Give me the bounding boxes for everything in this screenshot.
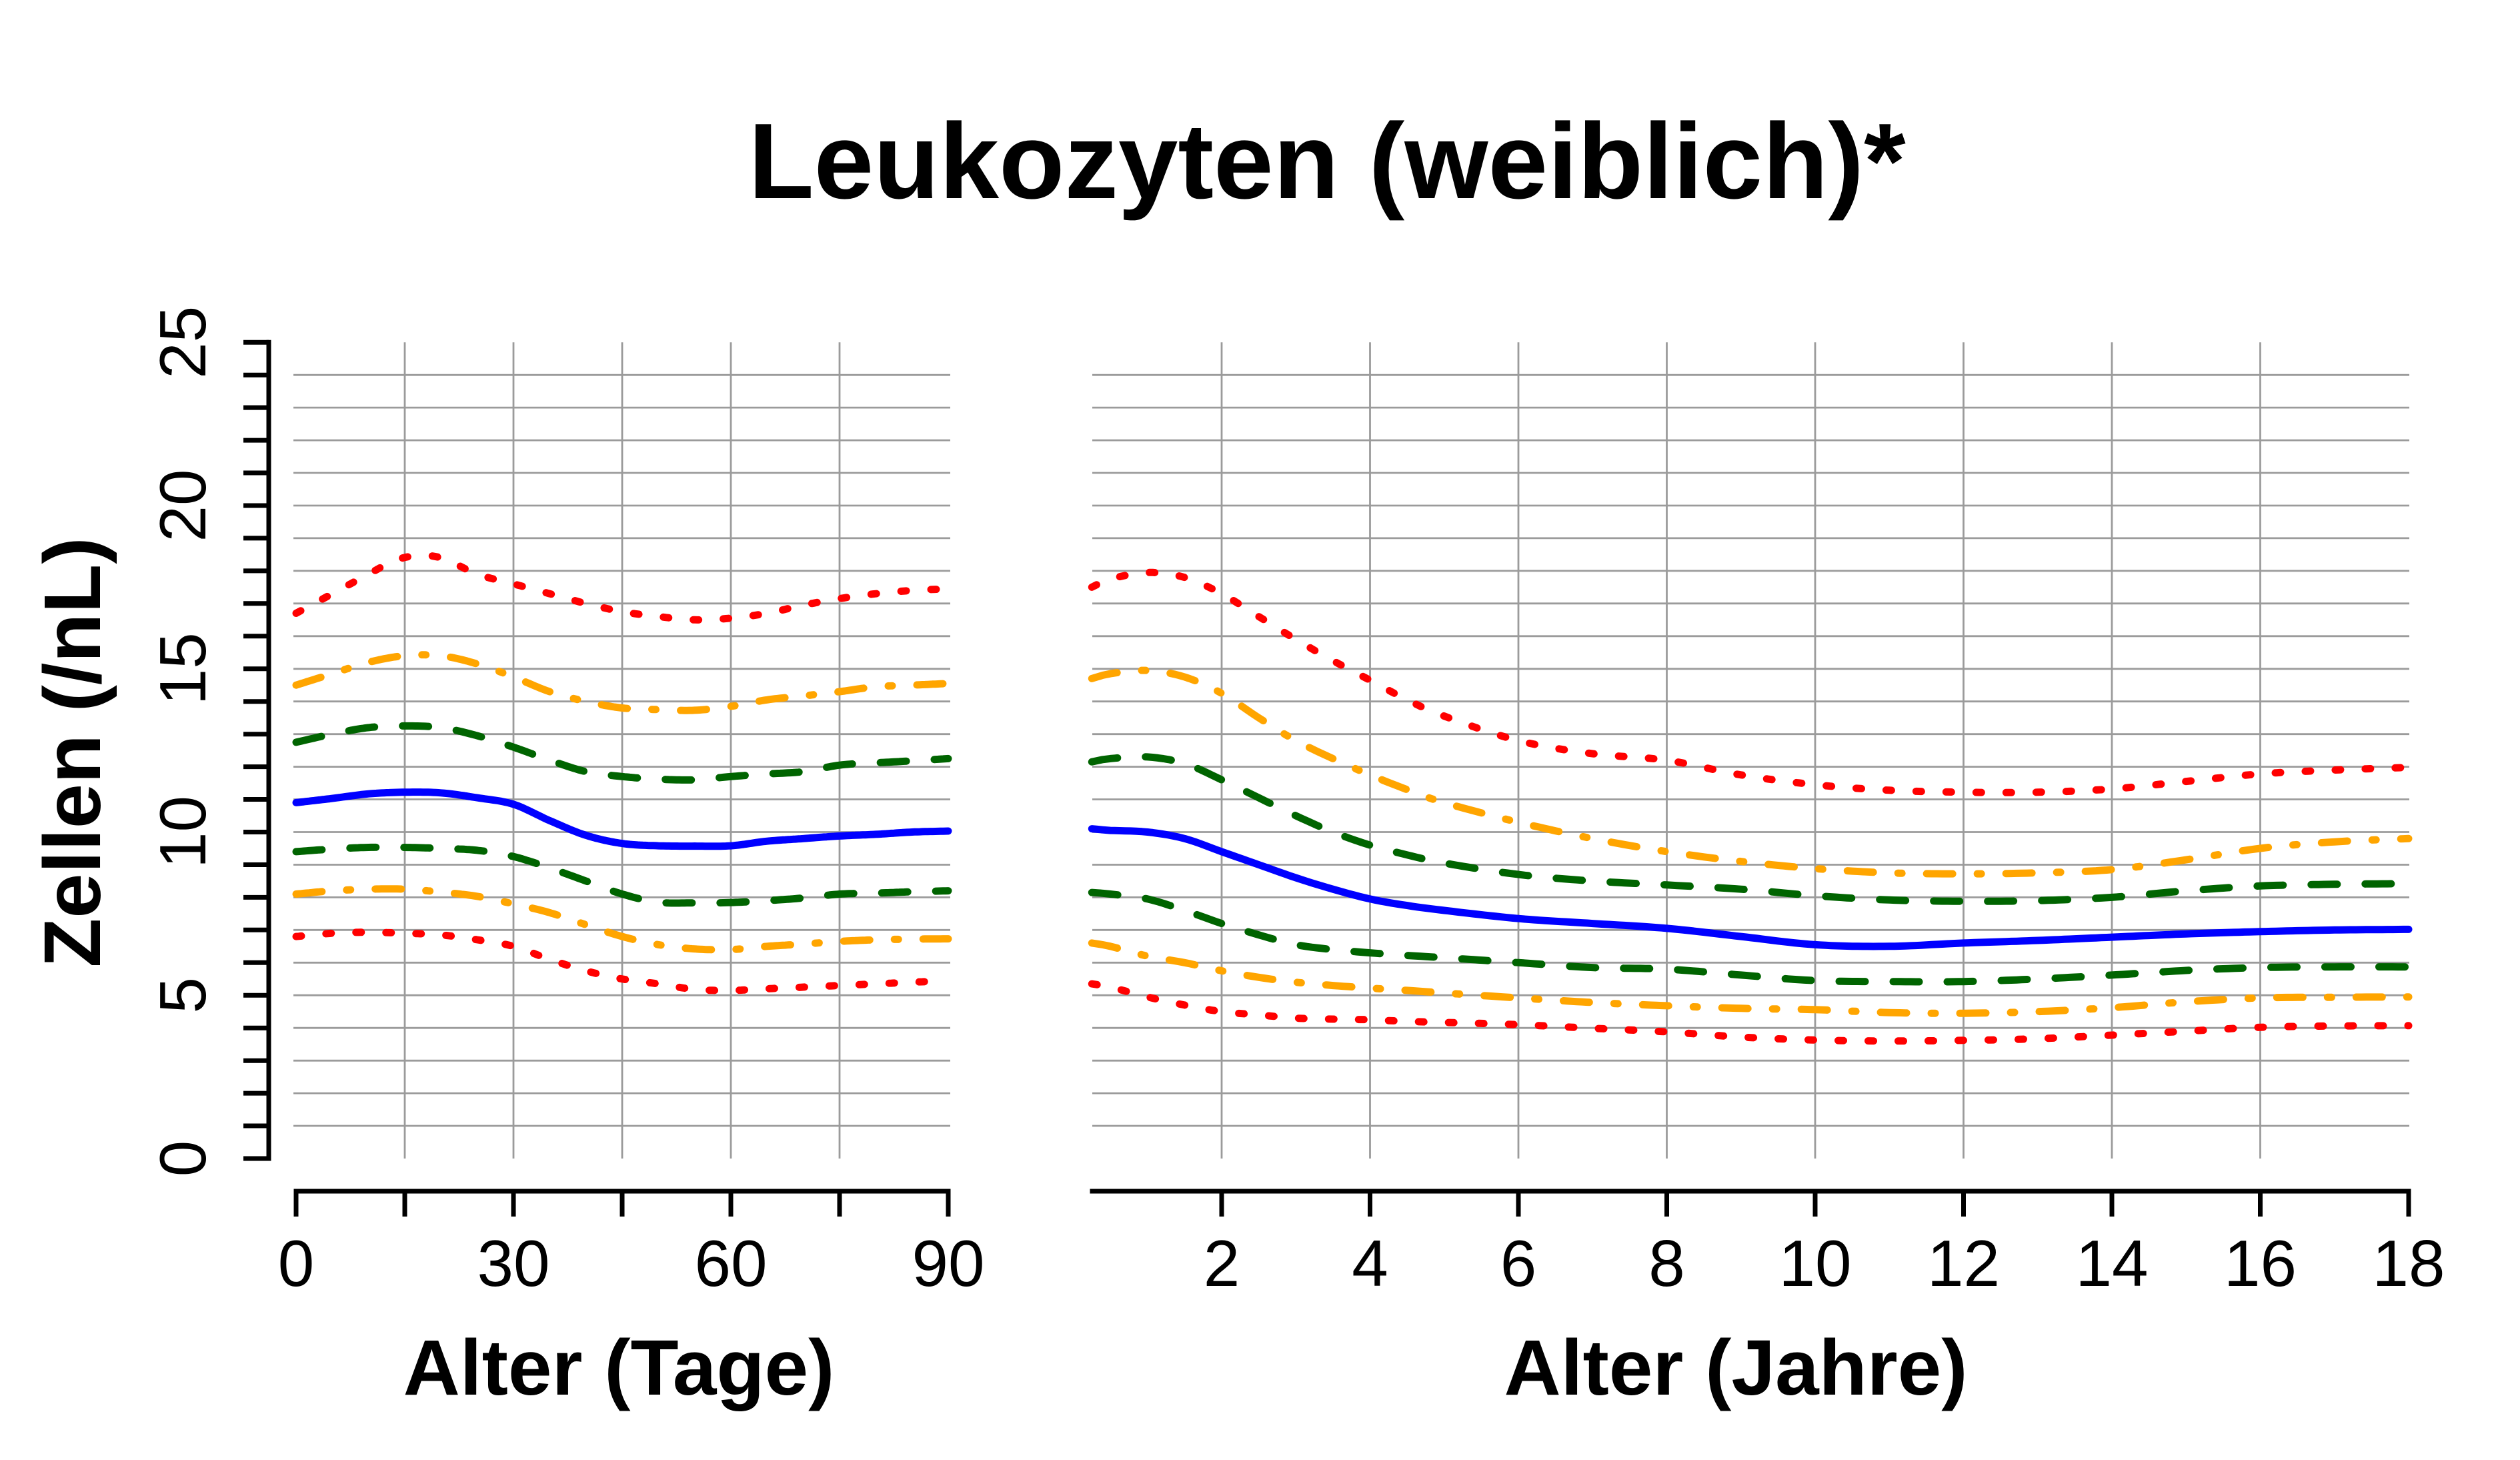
svg-text:4: 4: [1352, 1227, 1388, 1300]
svg-text:0: 0: [146, 1141, 219, 1177]
svg-text:18: 18: [2372, 1227, 2445, 1300]
svg-text:25: 25: [146, 306, 219, 379]
svg-text:10: 10: [146, 796, 219, 868]
svg-text:5: 5: [146, 977, 219, 1014]
svg-text:0: 0: [278, 1227, 315, 1300]
svg-text:Zellen (/nL): Zellen (/nL): [27, 537, 117, 967]
svg-text:Alter (Jahre): Alter (Jahre): [1504, 1324, 1967, 1412]
svg-text:Leukozyten (weiblich)*: Leukozyten (weiblich)*: [748, 101, 1906, 221]
svg-text:Alter (Tage): Alter (Tage): [403, 1324, 835, 1412]
svg-text:6: 6: [1500, 1227, 1537, 1300]
svg-text:10: 10: [1778, 1227, 1851, 1300]
svg-text:15: 15: [146, 632, 219, 705]
svg-text:14: 14: [2075, 1227, 2148, 1300]
svg-text:30: 30: [477, 1227, 549, 1300]
svg-text:20: 20: [146, 469, 219, 542]
svg-text:60: 60: [694, 1227, 767, 1300]
svg-text:90: 90: [912, 1227, 984, 1300]
svg-text:8: 8: [1648, 1227, 1685, 1300]
svg-text:2: 2: [1204, 1227, 1240, 1300]
svg-text:16: 16: [2224, 1227, 2297, 1300]
svg-text:12: 12: [1927, 1227, 2000, 1300]
